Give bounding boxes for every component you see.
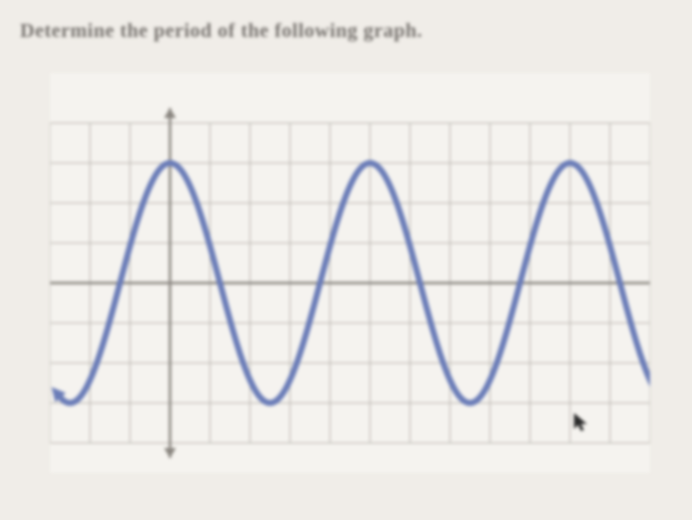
prompt-text: Determine the period of the following gr… bbox=[20, 20, 672, 43]
chart-container bbox=[50, 73, 650, 473]
sinusoid-chart bbox=[50, 73, 650, 473]
